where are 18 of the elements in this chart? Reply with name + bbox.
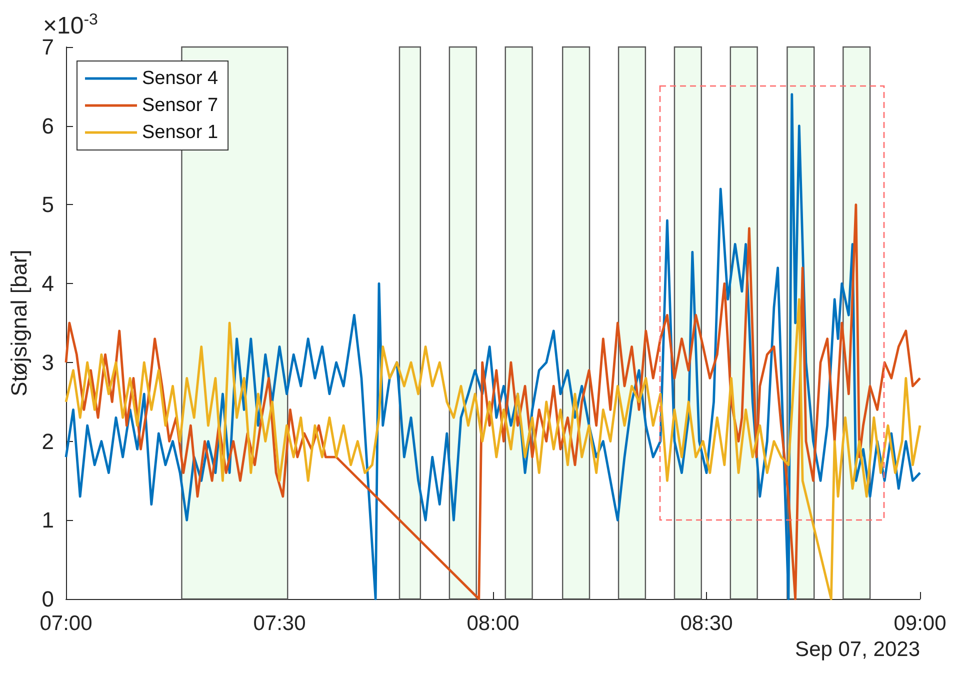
x-tick-label: 07:30 bbox=[253, 612, 306, 635]
y-tick-label: 1 bbox=[42, 508, 54, 533]
x-tick-label: 08:00 bbox=[466, 612, 520, 635]
y-tick-label: 4 bbox=[42, 271, 54, 296]
y-tick-label: 0 bbox=[42, 586, 54, 612]
x-tick-label: 08:30 bbox=[680, 612, 733, 635]
legend-label: Sensor 1 bbox=[142, 122, 218, 143]
y-tick-label: 6 bbox=[42, 113, 54, 138]
y-tick-label: 3 bbox=[42, 350, 54, 375]
y-tick-label: 5 bbox=[42, 192, 54, 218]
x-tick-label: 07:00 bbox=[40, 612, 92, 635]
x-tick-label: 09:00 bbox=[894, 612, 946, 635]
text: Sep 07, 2023 bbox=[795, 638, 920, 661]
y-axis-title: Støjsignal [bar] bbox=[6, 250, 32, 396]
legend-label: Sensor 7 bbox=[142, 95, 218, 116]
legend-label: Sensor 4 bbox=[142, 68, 218, 89]
y-tick-label: 2 bbox=[42, 428, 54, 454]
y-tick-label: 7 bbox=[42, 34, 54, 60]
